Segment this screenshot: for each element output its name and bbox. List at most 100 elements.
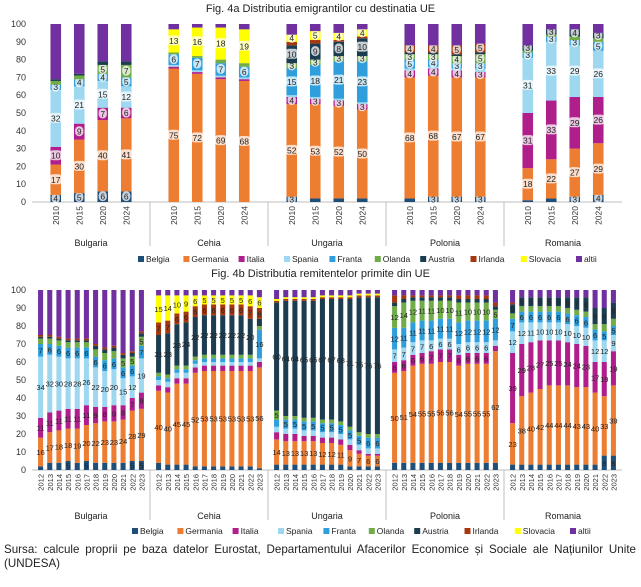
data-label: 7 [357,456,361,465]
bar-segment-ungaria-2016-slovacia [310,297,316,299]
bar-segment-romania-2012-olanda [510,313,516,319]
bar-segment-cehia-2015-altii [191,24,203,28]
bar-segment-cehia-2015-italia [191,72,203,74]
data-label: 12 [455,329,463,338]
data-label: 40 [154,423,162,432]
bar-segment-cehia-2020-slovacia [229,295,235,305]
bar-segment-ungaria-2015-spania [301,430,307,436]
bar-segment-bulgaria-2018-italia [93,407,99,424]
bar-segment-ungaria-2017-spania [319,432,325,438]
y-tick-label: 20 [16,161,26,171]
data-label: 15 [98,89,108,99]
bar-segment-bulgaria-2015-franta [65,347,71,359]
data-label: 4 [431,67,436,77]
data-label-bg [405,58,414,69]
x-tick-label: 2014 [173,474,182,491]
bar-segment-cehia-2017-irlanda [201,304,207,316]
bar-segment-bulgaria-2016-belgia [74,462,80,470]
bar-segment-cehia-2012-franta [156,376,162,380]
data-label-bg [452,68,461,79]
x-tick-label: 2016 [191,474,200,491]
bar-segment-cehia-2021-franta [238,358,244,362]
data-label-bg [190,132,204,143]
data-label: 9 [184,300,188,309]
bar-segment-ungaria-2012-spania [274,426,280,433]
data-label: 3 [360,102,365,112]
bar-segment-polonia-2017-irlanda [437,295,443,298]
bar-segment-bulgaria-2016-spania [74,358,80,409]
bar-segment-romania-2012-germania [510,423,516,465]
data-label: 54 [409,410,417,419]
data-label: 6 [466,354,470,363]
bar-segment-romania-2019-italia [574,344,580,388]
bar-segment-ungaria-2012-belgia [274,464,280,470]
bar-segment-ungaria-2017-irlanda [319,297,325,299]
bar-segment-ungaria-2022-franta [365,437,371,449]
data-label: 9 [112,409,116,418]
data-label: 68 [337,356,345,365]
data-label-bg [568,117,582,128]
data-label: 5 [100,64,105,74]
bar-segment-ungaria-2015-belgia [301,464,307,470]
data-label: 20 [110,383,118,392]
data-label: 6 [239,306,243,315]
data-label: 6 [411,356,415,365]
data-label: 6 [547,313,551,322]
bar-segment-cehia-2015-spania [191,70,203,73]
data-label: 6 [100,192,105,202]
data-label-bg [308,145,322,156]
bar-segment-polonia-2014-belgia [410,462,416,470]
bar-segment-cehia-2013-austria [165,333,171,375]
data-label: 3 [525,50,530,60]
bar-segment-bulgaria-2014-olanda [56,340,62,346]
bar-segment-ungaria-2016-altii [310,290,316,298]
bar-segment-bulgaria-2012-germania [38,437,44,467]
bar-segment-ungaria-2012-irlanda [274,300,280,303]
bar-segment-polonia-2018-franta [447,318,453,339]
bar-segment-polonia-2022-altii [483,290,489,296]
data-label: 55 [473,409,481,418]
bar-segment-polonia-2012-germania [392,372,398,463]
data-label: 30 [75,161,85,171]
data-label: 4 [454,55,459,65]
legend-swatch-austria [420,256,427,262]
bar-segment-romania-2018-altii [565,290,571,298]
bar-segment-ungaria-2020-altii [347,290,353,296]
bar-segment-bulgaria-2022-olanda [129,356,135,366]
data-label: 4 [407,69,412,79]
legend-swatch-spania [278,528,284,534]
bar-segment-polonia-2019-olanda [456,302,462,323]
bar-segment-romania-2016-spania [546,322,552,341]
data-label-bg [594,192,603,203]
bar-segment-ungaria-2022-austria [365,297,371,434]
bar-segment-polonia-2015-germania [419,363,425,463]
data-label: 7 [392,352,396,361]
data-label: 5 [284,420,288,429]
bar-segment-cehia-2015-slovacia [183,295,189,312]
bar-segment-ungaria-2012-austria [274,302,280,411]
data-label-bg [426,130,440,141]
y-tick-label: 30 [16,411,26,421]
bar-segment-polonia-2013-belgia [401,462,407,470]
y-tick-label: 80 [16,55,26,65]
bar-segment-cehia-2016-spania [192,363,198,368]
data-label: 29 [518,366,526,375]
bar-segment-romania-2021-italia [592,362,598,393]
data-label: 19 [137,372,145,381]
bar-segment-cehia-2018-altii [211,290,217,296]
data-label: 55 [427,409,435,418]
data-label: 40 [591,425,599,434]
bar-segment-bulgaria-2019-germania [102,421,108,463]
data-label: 4 [572,28,577,38]
data-label: 28 [527,363,535,372]
data-label: 11 [400,334,408,343]
bar-segment-polonia-2023-spania [492,340,498,346]
bar-segment-ungaria-2023-italia [374,453,380,456]
data-label: 55 [418,409,426,418]
data-label: 6 [565,315,569,324]
bar-segment-polonia-2023-olanda [492,309,498,319]
data-label: 5 [556,298,560,307]
bar-segment-cehia-2015-irlanda [183,311,189,323]
data-label: 32 [46,380,54,389]
bar-segment-romania-2017-italia [555,340,561,386]
